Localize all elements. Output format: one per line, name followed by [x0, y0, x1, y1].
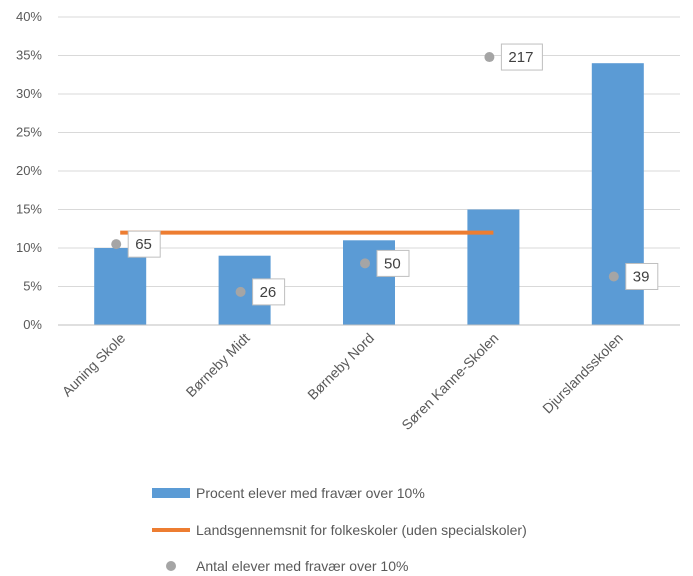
legend-point-swatch — [166, 561, 176, 571]
scatter-point — [360, 258, 370, 269]
x-tick-label: Børneby Midt — [183, 330, 253, 400]
y-tick-label: 20% — [16, 163, 42, 178]
legend-label: Landsgennemsnit for folkeskoler (uden sp… — [196, 522, 527, 538]
scatter-series: 65 26 50 217 39 — [111, 43, 659, 306]
legend-item: Landsgennemsnit for folkeskoler (uden sp… — [152, 522, 527, 538]
legend-label: Procent elever med fravær over 10% — [196, 485, 425, 501]
y-axis: 0% 5% 10% 15% 20% 25% 30% 35% 40% — [16, 9, 42, 332]
y-tick-label: 35% — [16, 48, 42, 63]
x-tick-label: Djurslandsskolen — [539, 330, 626, 417]
scatter-point — [111, 239, 122, 250]
data-label: 39 — [633, 268, 650, 285]
legend: Procent elever med fravær over 10% Landsg… — [152, 485, 527, 574]
y-tick-label: 0% — [23, 317, 42, 332]
legend-item: Antal elever med fravær over 10% — [166, 558, 408, 574]
scatter-point — [608, 271, 619, 282]
gridlines — [58, 16, 680, 326]
data-label-box — [625, 262, 659, 290]
y-tick-label: 10% — [16, 240, 42, 255]
legend-bar-swatch — [152, 488, 190, 498]
x-tick-label: Auning Skole — [59, 330, 129, 400]
data-label-box — [500, 43, 543, 71]
bar — [467, 209, 520, 325]
data-label-box — [376, 249, 410, 277]
x-tick-label: Søren Kanne-Skolen — [398, 330, 501, 433]
data-label: 26 — [260, 284, 277, 301]
bar-series — [94, 63, 644, 325]
data-label: 65 — [135, 236, 152, 253]
scatter-point — [235, 286, 246, 297]
y-tick-label: 5% — [23, 279, 42, 294]
y-tick-label: 25% — [16, 125, 42, 140]
data-label: 50 — [384, 255, 401, 272]
y-tick-label: 30% — [16, 86, 42, 101]
bar — [94, 248, 147, 325]
x-tick-label: Børneby Nord — [304, 330, 377, 403]
legend-item: Procent elever med fravær over 10% — [152, 485, 425, 501]
x-axis: Auning Skole Børneby Midt Børneby Nord Søre… — [58, 324, 680, 433]
data-label: 217 — [508, 49, 533, 66]
scatter-point — [484, 52, 495, 63]
data-label-box — [252, 278, 286, 306]
data-label-box — [127, 230, 161, 258]
y-tick-label: 40% — [16, 9, 42, 24]
legend-label: Antal elever med fravær over 10% — [196, 558, 408, 574]
y-tick-label: 15% — [16, 202, 42, 217]
